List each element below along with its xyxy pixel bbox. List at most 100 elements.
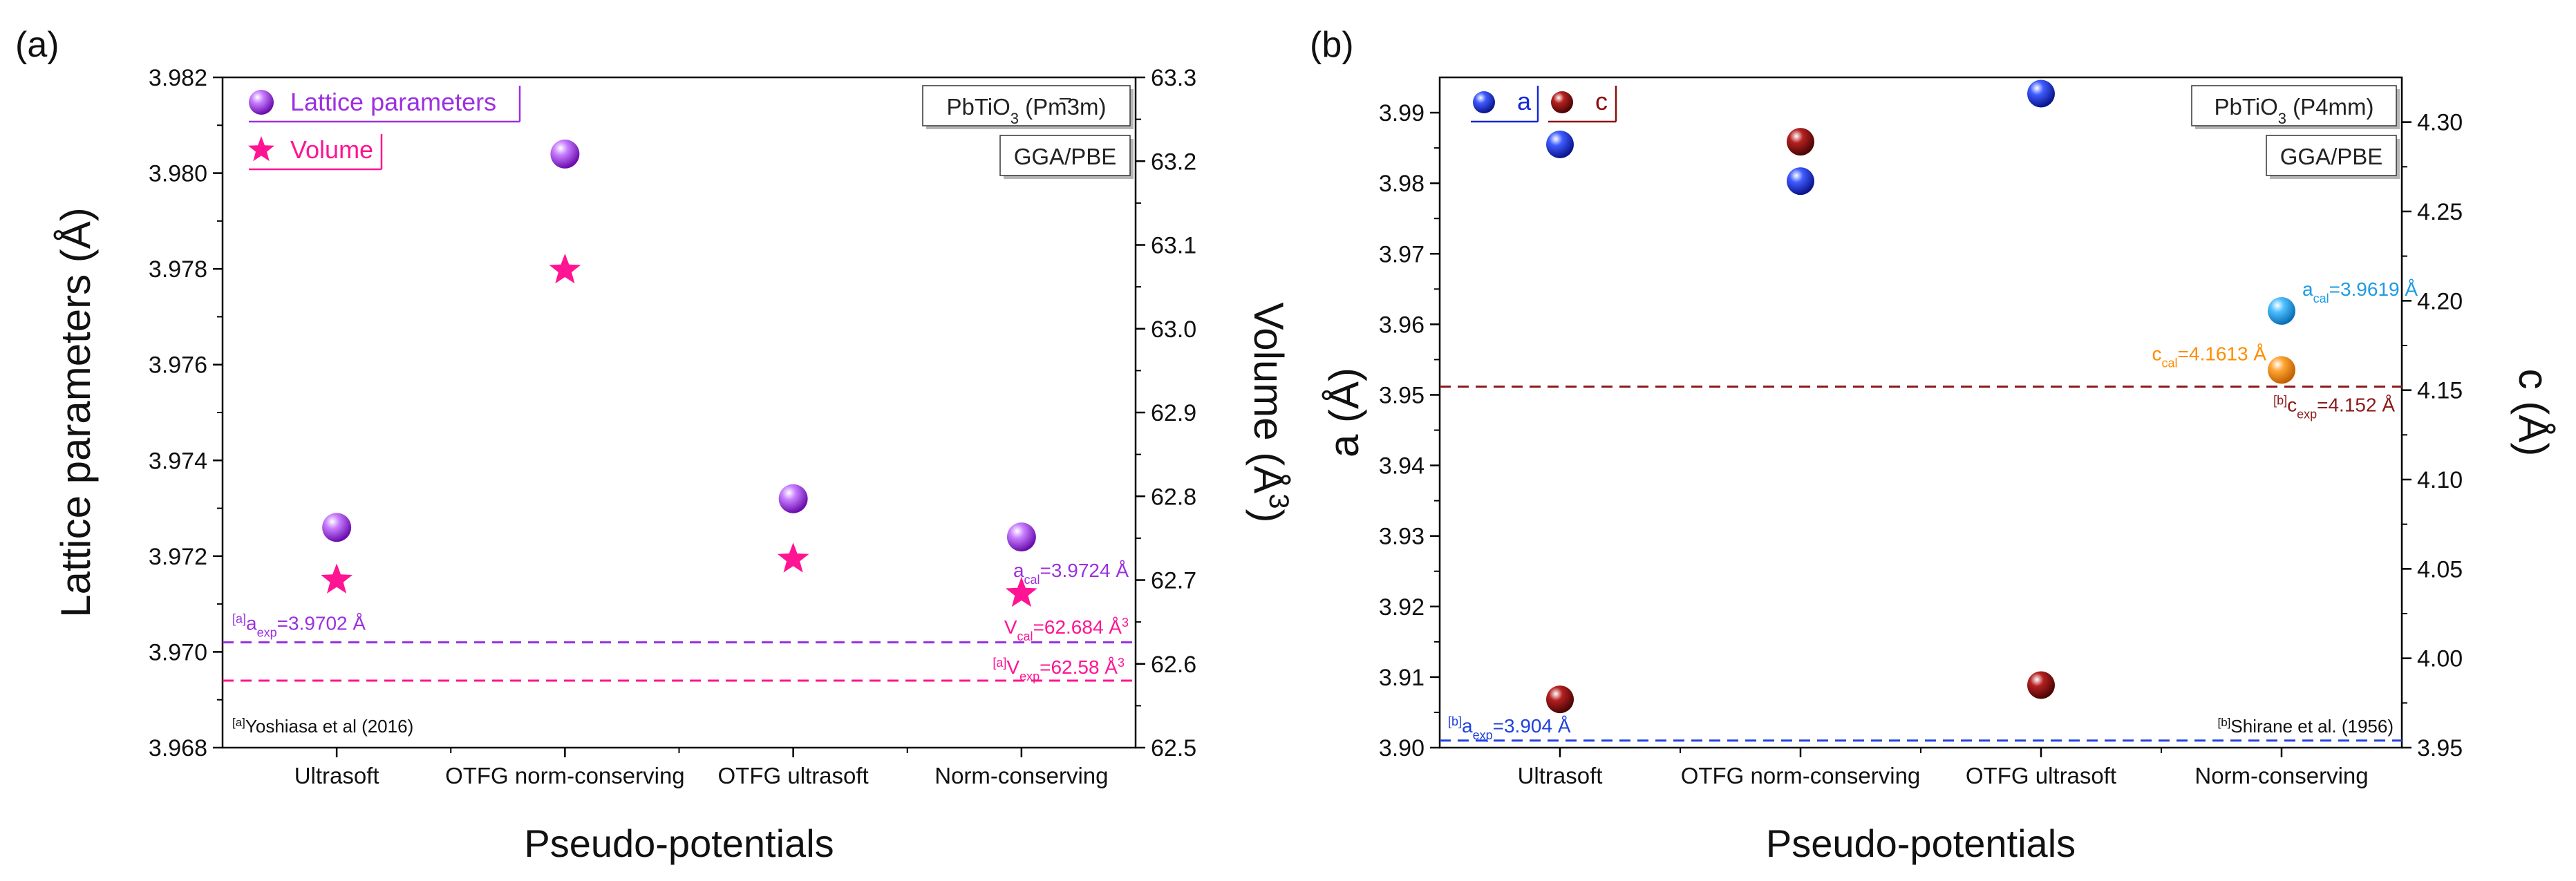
annotation-c-cal: ccal=4.1613 Å <box>2152 343 2267 370</box>
volume-point <box>1006 576 1037 607</box>
y2-tick-label: 63.0 <box>1151 316 1196 343</box>
y-tick-label: 3.980 <box>149 161 207 187</box>
y2-tick-label: 4.25 <box>2417 199 2463 225</box>
y2-axis-label: Volume (Å3) <box>1245 302 1294 522</box>
legend-marker-a <box>1473 91 1495 113</box>
functional-box: GGA/PBE <box>999 135 1134 179</box>
y2-axis-label: c (Å) <box>2510 369 2557 457</box>
c-point <box>1546 685 1574 714</box>
reference-label-part: =62.58 Å <box>1040 656 1118 678</box>
structure-box-text-part: 3 <box>2278 109 2286 126</box>
footnote-part: Yoshiasa et al (2016) <box>245 716 413 737</box>
legend-label-lattice: Lattice parameters <box>290 88 496 116</box>
y2-tick-label: 63.2 <box>1151 149 1196 175</box>
annotation-v-cal: Vcal=62.684 Å3 <box>1004 616 1129 643</box>
reference-label-part: a <box>1462 715 1473 737</box>
functional-box-frame <box>999 135 1131 176</box>
x-tick-label: Norm-conserving <box>2194 763 2368 788</box>
reference-label: [b]aexp=3.904 Å <box>1448 714 1571 742</box>
annotation-c-cal-part: cal <box>2162 356 2178 370</box>
footnote: [b]Shirane et al. (1956) <box>2218 716 2394 737</box>
reference-label-part: =3.9702 Å <box>277 613 366 634</box>
volume-point <box>549 253 581 284</box>
y2-tick-label: 4.05 <box>2417 556 2463 582</box>
annotation-v-cal-part: cal <box>1017 629 1033 643</box>
y-tick-label: 3.99 <box>1379 100 1425 126</box>
annotation-a-cal: acal=3.9619 Å <box>2302 278 2418 305</box>
reference-label-part: exp <box>2297 407 2317 421</box>
panel-b: (b) 3.90 3.91 3.92 3.93 3.94 3.95 3.96 3.97 3.98 3… <box>1310 25 2557 865</box>
y2-axis-label-part: ) <box>1245 509 1292 523</box>
functional-box-frame <box>2266 135 2397 176</box>
a-point <box>2268 296 2295 325</box>
x-axis-label: Pseudo-potentials <box>1766 822 2076 865</box>
legend-label-a: a <box>1517 87 1532 115</box>
c-point <box>2268 356 2295 384</box>
volume-point <box>777 542 809 573</box>
structure-box-text: PbTiO3 (Pm3m) <box>946 94 1106 127</box>
c-point <box>1787 128 1814 156</box>
reference-label-part: =3.904 Å <box>1493 715 1571 737</box>
lattice-point <box>778 484 808 513</box>
panel-label: (b) <box>1310 25 1354 65</box>
reference-label-part: exp <box>1473 728 1493 742</box>
reference-label-part: =4.152 Å <box>2317 394 2395 415</box>
y-tick-label: 3.94 <box>1379 453 1425 480</box>
legend-label-c: c <box>1595 87 1608 115</box>
y2-axis-label-part: Volume (Å <box>1245 302 1292 493</box>
annotation-a-cal-part: cal <box>1024 573 1040 587</box>
y2-tick-label: 4.30 <box>2417 110 2463 136</box>
x-tick-label: OTFG ultrasoft <box>1966 763 2116 788</box>
reference-label-part: [b] <box>2273 393 2287 407</box>
annotation-v-cal-part: 3 <box>1122 616 1129 629</box>
reference-label-part: [a] <box>993 656 1006 670</box>
a-point <box>2027 79 2055 108</box>
y-tick-label: 3.976 <box>149 352 207 379</box>
y-tick-label: 3.978 <box>149 256 207 283</box>
annotation-a-cal-part: =3.9724 Å <box>1040 560 1129 581</box>
annotation-v-cal-part: V <box>1004 616 1017 638</box>
annotation-c-cal-part: c <box>2152 343 2162 364</box>
a-point <box>1787 167 1814 196</box>
lattice-point <box>550 139 580 169</box>
functional-box-text: GGA/PBE <box>1014 144 1117 169</box>
structure-box-text-part: PbTiO <box>946 94 1010 120</box>
y-tick-label: 3.982 <box>149 65 207 91</box>
x-tick-label: Norm-conserving <box>934 763 1108 788</box>
y-tick-label: 3.91 <box>1379 665 1425 691</box>
footnote-part: Shirane et al. (1956) <box>2230 716 2394 737</box>
y-tick-label: 3.974 <box>149 448 207 474</box>
reference-label: [a]Vexp=62.58 Å3 <box>993 656 1125 683</box>
y2-tick-label: 62.9 <box>1151 400 1196 426</box>
annotation-a-cal-part: cal <box>2313 292 2329 305</box>
y2-tick-label: 4.15 <box>2417 378 2463 404</box>
x-axis-label: Pseudo-potentials <box>524 822 834 865</box>
legend-label-volume: Volume <box>290 135 373 164</box>
y-axis-label: a (Å) <box>1321 368 1367 457</box>
structure-box-text-part: PbTiO <box>2214 94 2277 120</box>
y-tick-label: 3.968 <box>149 735 207 761</box>
legend-marker-volume <box>248 136 274 162</box>
a-point <box>1546 131 1574 158</box>
y-tick-label: 3.95 <box>1379 382 1425 408</box>
reference-label-part: [b] <box>1448 714 1462 728</box>
structure-box-frame <box>2191 85 2397 126</box>
y2-tick-label: 62.7 <box>1151 568 1196 594</box>
y2-axis-label-part: 3 <box>1263 493 1294 509</box>
y-tick-label: 3.93 <box>1379 524 1425 550</box>
y-tick-label: 3.92 <box>1379 594 1425 621</box>
functional-box-text: GGA/PBE <box>2280 144 2383 169</box>
plot-frame <box>221 76 1137 749</box>
annotation-a-cal-part: a <box>2302 278 2313 300</box>
y2-tick-label: 4.20 <box>2417 288 2463 314</box>
y-tick-label: 3.972 <box>149 544 207 570</box>
structure-box-text-part: 3 <box>1010 109 1019 126</box>
annotation-c-cal-part: =4.1613 Å <box>2178 343 2267 364</box>
y-axis-label: Lattice parameters (Å) <box>53 207 99 618</box>
structure-box: PbTiO3 (P4mm) <box>2191 85 2400 129</box>
y2-tick-label: 62.5 <box>1151 735 1196 761</box>
reference-label-part: a <box>246 613 257 634</box>
plot-frame <box>1438 76 2403 749</box>
y2-tick-label: 62.8 <box>1151 484 1196 510</box>
